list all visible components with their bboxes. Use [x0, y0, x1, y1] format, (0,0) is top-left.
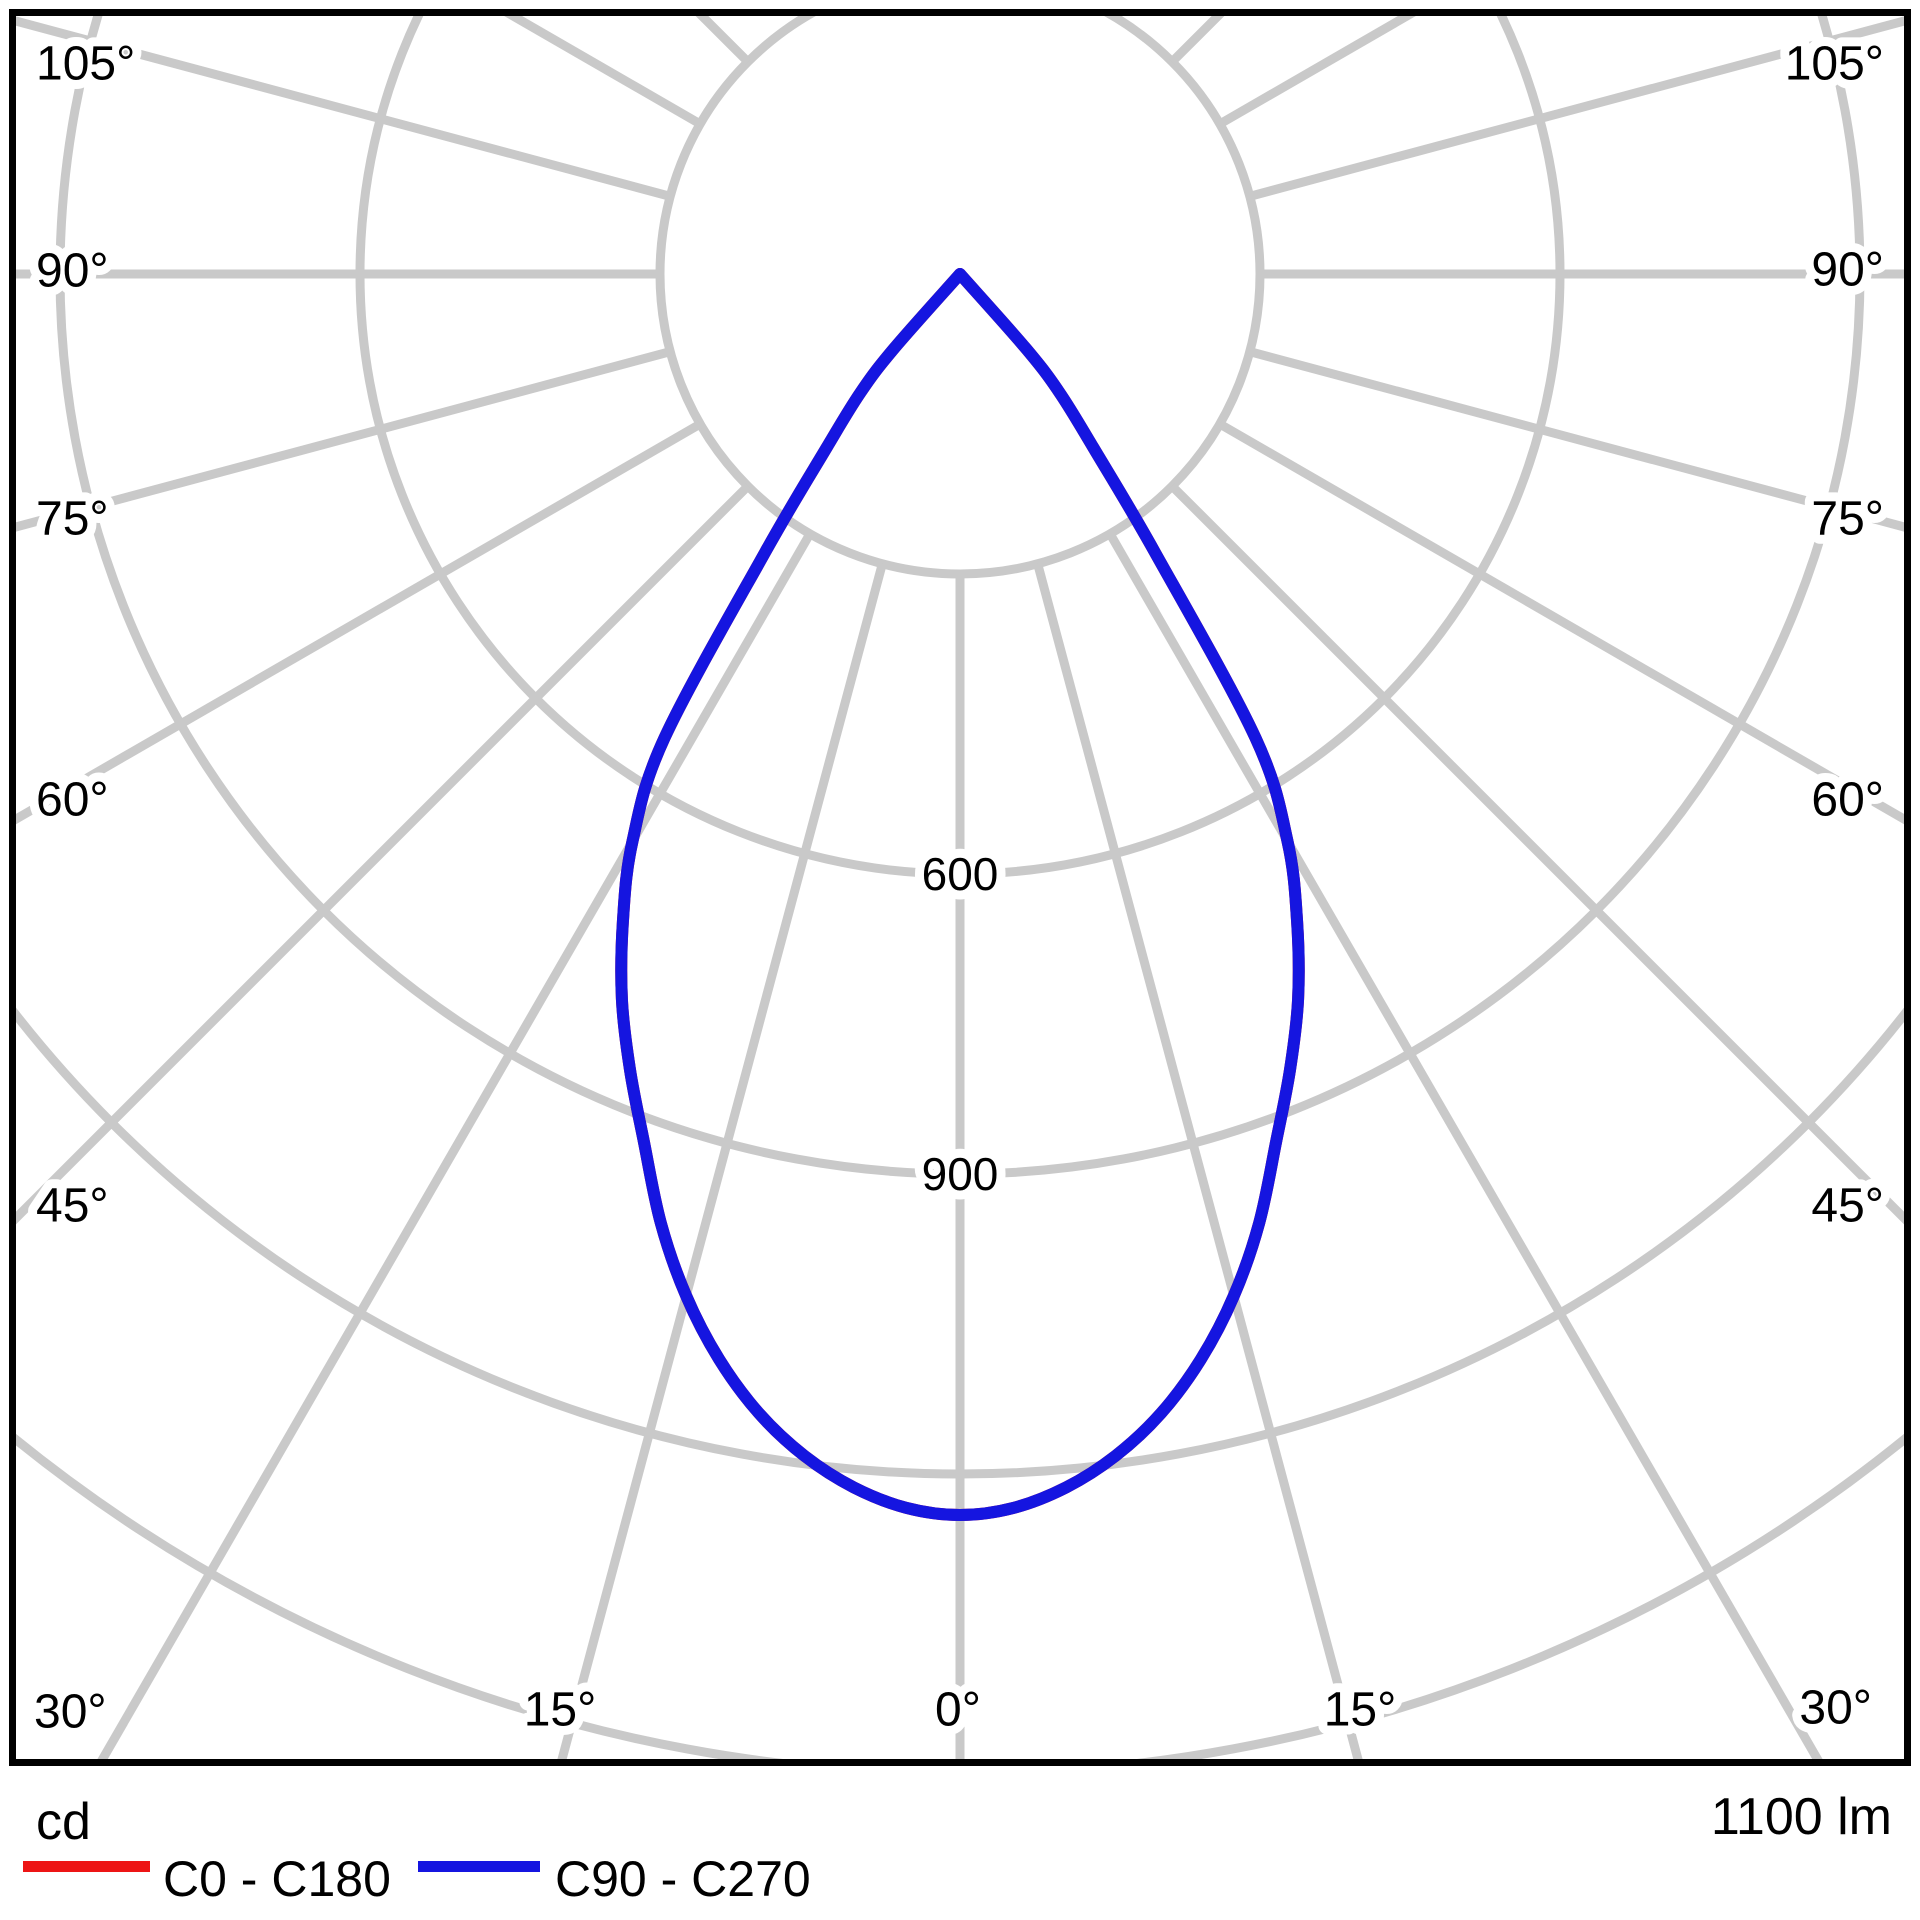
radial-line-45-right — [1168, 482, 1904, 1225]
legend-swatch-c90-c270 — [418, 1861, 540, 1872]
legend-label-c0-c180: C0 - C180 — [163, 1851, 391, 1907]
radial-line-30-right — [1106, 531, 1823, 1759]
angle-label-left-105: 105° — [36, 38, 135, 91]
angle-label-left-75: 75° — [36, 493, 109, 546]
angle-label-right-45: 45° — [1811, 1180, 1884, 1233]
angle-label-bottom-15: 15° — [524, 1684, 597, 1737]
radial-line-75-right — [1248, 347, 1904, 532]
curve-c90-c270 — [615, 268, 1305, 1521]
angle-label-right-60: 60° — [1811, 774, 1884, 827]
angle-label-left-60: 60° — [36, 774, 109, 827]
radial-line-105-right — [1248, 16, 1904, 201]
angle-label-right-75: 75° — [1811, 493, 1884, 546]
unit-label: cd — [36, 1793, 91, 1851]
legend-swatch-c0-c180 — [23, 1861, 150, 1872]
angle-label-right-90: 90° — [1811, 244, 1884, 297]
radial-line-60-left — [16, 420, 703, 825]
angle-label-bottom-0: 0° — [935, 1684, 981, 1737]
angle-label-left-90: 90° — [36, 245, 109, 298]
angle-label-right-105: 105° — [1785, 38, 1884, 91]
radial-line-15-right — [1033, 562, 1363, 1759]
radial-line-30-left — [97, 531, 814, 1759]
radial-line-45-left — [16, 482, 752, 1225]
radial-line-60-right — [1217, 420, 1904, 825]
angle-label-left-45: 45° — [36, 1180, 109, 1233]
radial-line-15-left — [557, 562, 887, 1759]
flux-label: 1100 lm — [1710, 1788, 1892, 1846]
ring-label-600: 600 — [922, 848, 999, 900]
radial-line-75-left — [16, 347, 672, 532]
grid-circle-300 — [655, 16, 1265, 579]
angle-label-right-30: 30° — [1799, 1682, 1872, 1735]
radial-line-105-left — [16, 16, 672, 201]
angle-label-left-30: 30° — [34, 1686, 107, 1739]
plot-border — [9, 9, 1911, 1766]
legend-label-c90-c270: C90 - C270 — [555, 1851, 811, 1907]
angle-label-bottom-15: 15° — [1324, 1684, 1397, 1737]
ring-label-900: 900 — [922, 1148, 999, 1200]
